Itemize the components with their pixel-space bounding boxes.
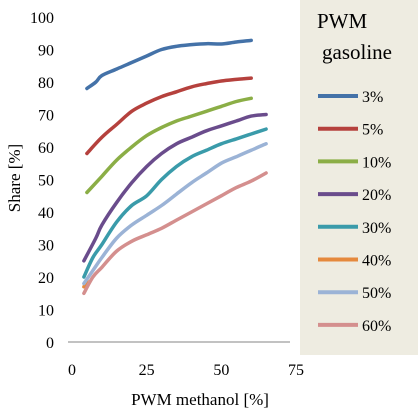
legend-title-line-1: PWM — [317, 9, 368, 33]
y-tick-label: 0 — [46, 335, 54, 352]
y-tick-label: 90 — [38, 43, 54, 60]
legend-label: 5% — [362, 122, 383, 139]
x-tick-label: 25 — [139, 362, 155, 379]
series-line-50pct — [82, 142, 268, 286]
legend-title-line-2: gasoline — [322, 40, 392, 64]
series-line-10pct — [85, 96, 253, 195]
series-line-60pct — [82, 171, 268, 296]
x-tick-label: 50 — [213, 362, 229, 379]
legend-label: 3% — [362, 89, 383, 106]
legend: 3% 5% 10% 20% 30% 40% 50% 60% — [318, 89, 391, 335]
series-lines — [82, 38, 268, 296]
series-line-30pct — [82, 127, 268, 279]
legend-label: 40% — [362, 253, 391, 270]
y-tick-label: 20 — [38, 270, 54, 287]
y-tick-label: 100 — [30, 10, 54, 27]
y-tick-label: 80 — [38, 75, 54, 92]
y-tick-label: 70 — [38, 108, 54, 125]
y-tick-label: 40 — [38, 205, 54, 222]
series-line-20pct — [82, 112, 268, 263]
x-tick-labels: 0 25 50 75 — [68, 362, 304, 379]
legend-label: 10% — [362, 154, 391, 171]
x-tick-label: 75 — [288, 362, 304, 379]
legend-label: 20% — [362, 187, 391, 204]
series-line-3pct — [85, 38, 253, 91]
legend-panel — [300, 0, 418, 355]
legend-label: 30% — [362, 220, 391, 237]
legend-label: 60% — [362, 318, 391, 335]
x-axis-label: PWM methanol [%] — [131, 390, 269, 409]
y-tick-label: 10 — [38, 303, 54, 320]
y-tick-label: 50 — [38, 173, 54, 190]
legend-label: 50% — [362, 285, 391, 302]
y-axis-label: Share [%] — [5, 144, 24, 212]
series-line-5pct — [85, 76, 253, 156]
y-tick-label: 30 — [38, 238, 54, 255]
y-tick-labels: 0 10 20 30 40 50 60 70 80 90 100 — [30, 10, 54, 352]
y-tick-label: 60 — [38, 140, 54, 157]
x-tick-label: 0 — [68, 362, 76, 379]
